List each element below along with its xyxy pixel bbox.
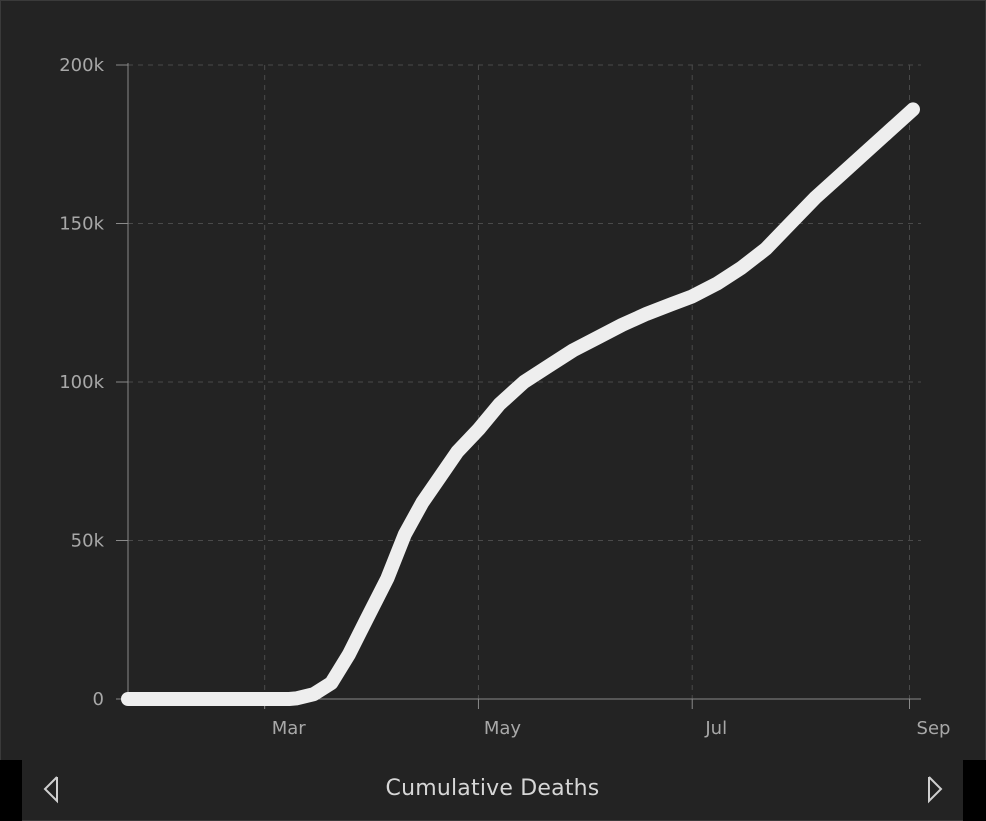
y-tick-label: 50k — [71, 531, 105, 552]
chevron-right-icon[interactable] — [922, 774, 946, 804]
data-point — [433, 471, 446, 484]
data-point — [451, 445, 464, 458]
data-point — [416, 496, 429, 509]
y-tick-label: 200k — [59, 55, 104, 76]
footer-left-corner — [0, 760, 22, 821]
data-point — [258, 693, 271, 705]
data-point — [518, 376, 531, 388]
chart-caption: Cumulative Deaths — [385, 776, 600, 801]
y-tick-label: 0 — [93, 689, 104, 710]
data-point — [882, 125, 895, 138]
x-tick-label: May — [484, 718, 522, 739]
x-tick-label: Jul — [704, 718, 727, 739]
data-point — [710, 277, 723, 290]
x-tick-label: Sep — [917, 718, 951, 739]
data-point — [493, 398, 506, 411]
data-point — [307, 688, 320, 701]
data-point — [640, 307, 653, 320]
y-tick-label: 150k — [59, 214, 104, 235]
data-point — [360, 613, 373, 626]
data-point — [567, 344, 580, 357]
data-point — [206, 693, 219, 705]
y-tick-label: 100k — [59, 372, 104, 393]
data-point — [735, 261, 748, 274]
data-point — [591, 331, 604, 344]
footer-right-corner — [963, 760, 986, 821]
axis-layer: 0 50k 100k 150k 200k Mar May Jul Sep — [59, 55, 950, 739]
series-line — [121, 102, 920, 706]
data-point — [907, 103, 919, 116]
data-point — [833, 169, 846, 182]
data-point — [759, 242, 772, 255]
chevron-left-icon[interactable] — [40, 774, 64, 804]
chart-footer: Cumulative Deaths — [22, 760, 963, 820]
data-point — [472, 423, 485, 436]
data-point — [808, 192, 821, 205]
data-point — [381, 572, 394, 585]
data-point — [325, 677, 338, 690]
data-point — [398, 528, 411, 541]
data-point — [122, 693, 134, 705]
series-layer — [121, 102, 920, 706]
data-point — [290, 692, 303, 705]
data-point — [342, 648, 355, 661]
data-point — [857, 147, 870, 160]
data-point — [784, 217, 797, 230]
data-point — [542, 360, 555, 373]
data-point — [616, 318, 629, 331]
cumulative-deaths-chart: 0 50k 100k 150k 200k Mar May Jul Sep — [59, 55, 950, 739]
x-tick-label: Mar — [272, 718, 307, 739]
data-point — [665, 298, 678, 311]
data-point — [686, 290, 699, 303]
